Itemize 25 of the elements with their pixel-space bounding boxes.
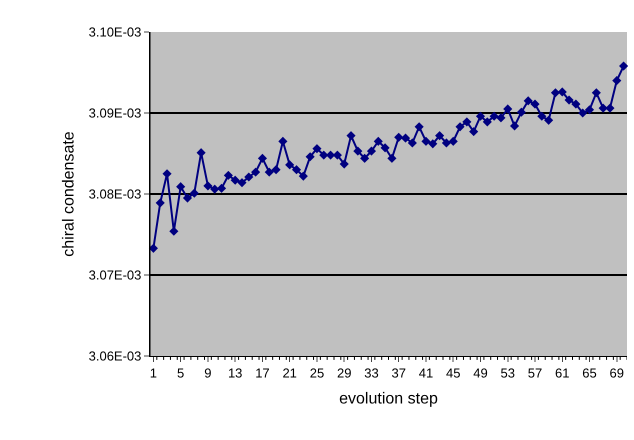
x-tick-label: 61 <box>555 366 570 381</box>
y-tick-label: 3.07E-03 <box>88 268 142 283</box>
y-tick-label: 3.08E-03 <box>88 186 142 202</box>
x-tick-label: 41 <box>418 366 434 381</box>
x-axis-title: evolution step <box>339 390 438 408</box>
x-tick-label: 13 <box>228 366 242 381</box>
x-tick-label: 65 <box>582 366 597 381</box>
x-tick-label: 45 <box>446 366 460 381</box>
y-tick-label: 3.10E-03 <box>88 24 142 40</box>
x-tick-label: 57 <box>528 366 542 381</box>
x-tick-label: 17 <box>255 366 270 381</box>
x-tick-label: 33 <box>364 366 379 381</box>
y-axis-title: chiral condensate <box>60 131 78 257</box>
x-tick-label: 37 <box>391 366 406 381</box>
y-tick-label: 3.09E-03 <box>88 106 142 121</box>
x-tick-label: 29 <box>336 366 352 381</box>
x-tick-label: 5 <box>177 366 184 381</box>
y-tick-label: 3.06E-03 <box>88 348 142 364</box>
x-tick-label: 53 <box>500 366 515 381</box>
x-tick-label: 69 <box>610 366 624 381</box>
x-tick-label: 9 <box>204 366 212 381</box>
x-tick-label: 21 <box>282 366 297 381</box>
x-tick-label: 25 <box>310 366 324 381</box>
x-tick-label: 49 <box>473 366 488 381</box>
x-tick-label: 1 <box>150 366 158 381</box>
